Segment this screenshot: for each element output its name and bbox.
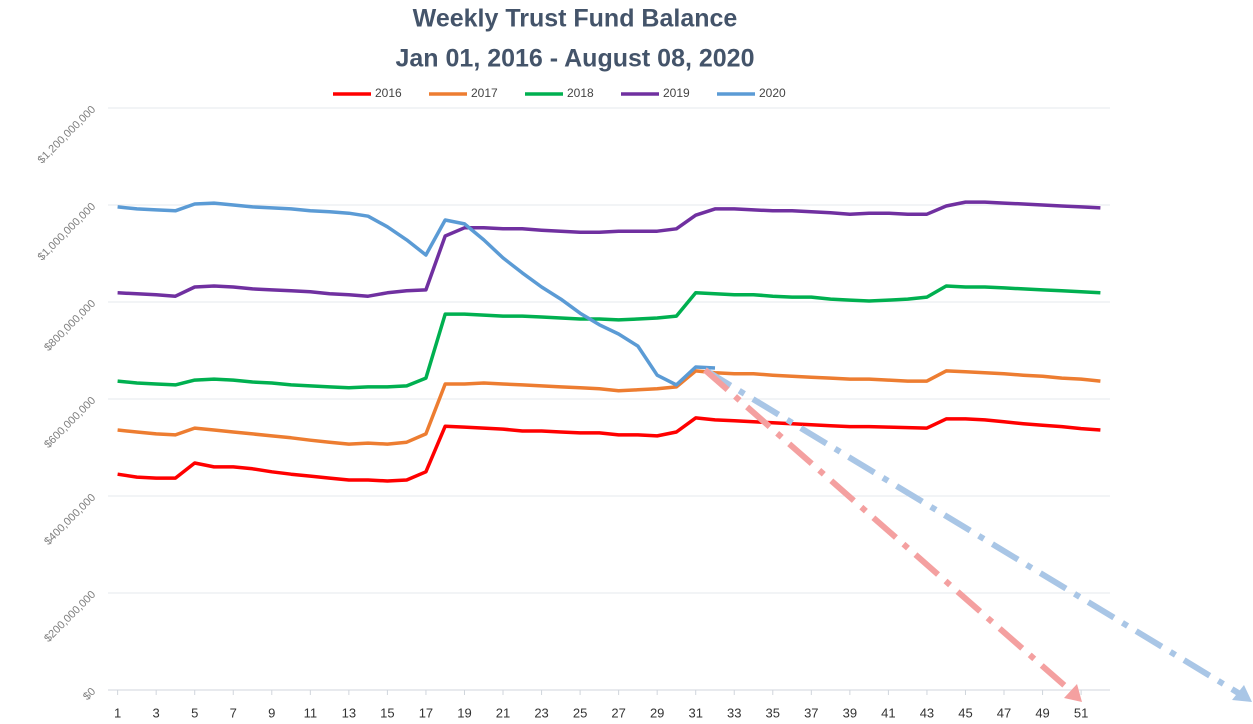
y-tick-label: $200,000,000 [42,589,98,645]
x-tick-label: 35 [766,705,780,720]
x-tick-label: 49 [1035,705,1049,720]
y-tick-label: $1,000,000,000 [36,201,99,264]
legend-label: 2016 [375,86,402,100]
x-tick-label: 17 [419,705,433,720]
y-tick-label: $0 [81,686,98,703]
series-line [117,201,716,387]
arrow-head [1232,685,1252,702]
x-tick-label: 21 [496,705,510,720]
x-tick-label: 19 [457,705,471,720]
series-line [117,284,1101,390]
chart-title: Weekly Trust Fund Balance [413,5,738,33]
series-line [117,200,1101,298]
x-tick-label: 45 [958,705,972,720]
y-tick-label: $600,000,000 [42,395,98,451]
legend-label: 2018 [567,86,594,100]
legend-label: 2019 [663,86,690,100]
x-tick-label: 13 [342,705,356,720]
x-tick-label: 15 [380,705,394,720]
x-tick-label: 43 [920,705,934,720]
chart-subtitle: Jan 01, 2016 - August 08, 2020 [396,45,755,73]
series-line [117,369,1101,446]
x-tick-label: 1 [114,705,121,720]
x-tick-label: 51 [1074,705,1088,720]
legend-label: 2017 [471,86,498,100]
projection-2016 [703,367,1074,695]
x-tick-label: 39 [843,705,857,720]
series-line [117,416,1101,483]
x-tick-label: 37 [804,705,818,720]
x-tick-label: 5 [191,705,198,720]
x-tick-label: 47 [997,705,1011,720]
x-tick-label: 31 [688,705,702,720]
x-tick-label: 9 [268,705,275,720]
x-tick-label: 41 [881,705,895,720]
x-tick-label: 11 [304,705,318,720]
y-tick-label: $400,000,000 [42,492,98,548]
x-tick-label: 3 [153,705,160,720]
y-tick-label: $1,200,000,000 [36,104,99,167]
y-tick-label: $800,000,000 [42,298,98,354]
x-tick-label: 25 [573,705,587,720]
x-tick-label: 7 [230,705,237,720]
legend-label: 2020 [759,86,786,100]
x-tick-label: 23 [534,705,548,720]
projection-2020 [703,367,1242,697]
projection-arrows [703,367,1252,702]
x-tick-label: 29 [650,705,664,720]
x-tick-label: 33 [727,705,741,720]
arrow-head [1064,684,1082,702]
x-tick-label: 27 [611,705,625,720]
